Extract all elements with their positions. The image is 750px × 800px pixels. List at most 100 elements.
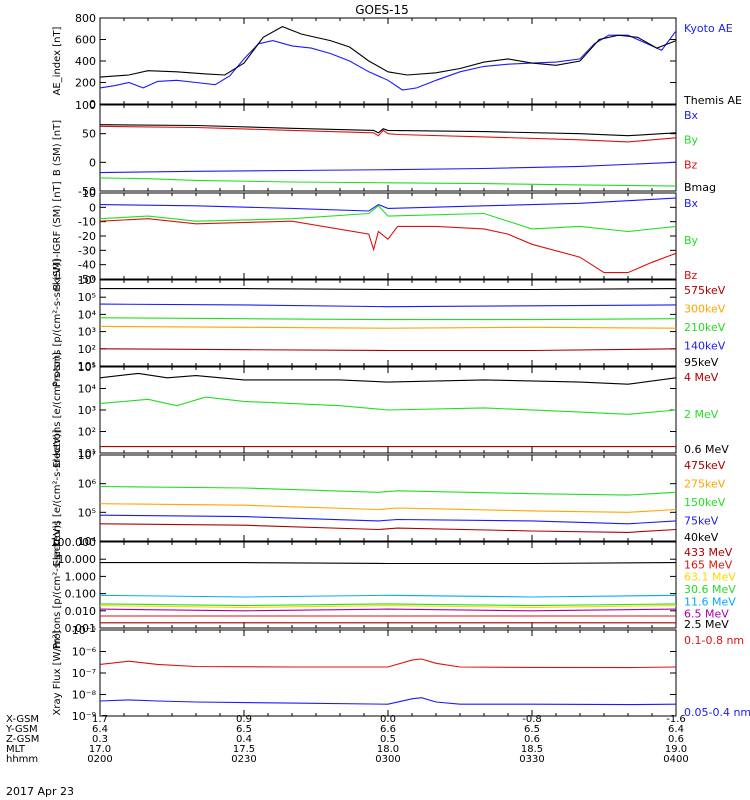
orbit-value: 0.9	[236, 714, 252, 725]
legend-label: 140keV	[684, 340, 726, 353]
orbit-value: 0.0	[380, 714, 396, 725]
orbit-value: 0300	[375, 754, 400, 765]
panel-6: 0.001 0.010 0.100 1.000 10.000 100.000Protons…	[51, 521, 737, 649]
y-tick-label: 0.010	[65, 605, 97, 618]
legend-label: 75keV	[684, 515, 719, 528]
y-tick-label: 0.001	[65, 622, 97, 635]
y-tick-label: 10⁻⁵	[72, 624, 96, 637]
y-tick-label: 0	[89, 156, 96, 169]
y-tick-label: 10⁶	[78, 274, 97, 287]
panel-frame	[99, 104, 677, 192]
y-tick-label: -50	[78, 185, 96, 198]
y-axis-label: B (SM) [nT]	[52, 120, 63, 176]
orbit-value: 0.6	[668, 734, 684, 745]
y-tick-label: 10⁶	[78, 478, 97, 491]
legend-label: 0.1-0.8 nm	[684, 634, 744, 647]
y-tick-label: 10³	[78, 326, 96, 339]
y-tick-label: 10⁵	[78, 361, 96, 374]
orbit-value: 6.5	[236, 724, 252, 735]
series-line	[99, 325, 677, 329]
orbit-value: 0.3	[92, 734, 108, 745]
y-axis-label: Protons [p/(cm²-s-sr-keV)]	[52, 521, 63, 649]
y-tick-label: -10	[78, 216, 96, 229]
series-line	[99, 697, 677, 706]
panel-frame	[99, 629, 677, 717]
y-tick-label: -20	[78, 230, 96, 243]
y-tick-label: 10	[82, 187, 96, 200]
legend-label: Bx	[684, 109, 699, 122]
orbit-value: 0330	[519, 754, 544, 765]
legend-label: 2.5 MeV	[684, 618, 729, 631]
series-line	[99, 594, 677, 598]
series-line	[99, 197, 677, 212]
orbit-value: 1.7	[92, 714, 108, 725]
legend-label: Bmag	[684, 181, 716, 194]
y-tick-label: 10²	[78, 343, 96, 356]
series-line	[99, 348, 677, 352]
legend-label: 30.6 MeV	[684, 583, 736, 596]
orbit-value: 6.6	[380, 724, 396, 735]
y-tick-label: 10⁻⁹	[72, 710, 96, 723]
series-line	[99, 608, 677, 612]
series-line	[99, 161, 677, 174]
y-tick-label: 100.000	[51, 536, 97, 549]
date-label: 2017 Apr 23	[6, 785, 74, 798]
y-tick-label: 200	[75, 77, 96, 90]
y-tick-label: 10⁵	[78, 506, 96, 519]
series-line	[99, 218, 677, 274]
legend-label: 300keV	[684, 303, 726, 316]
y-tick-label: 0	[89, 201, 96, 214]
y-tick-label: 50	[82, 128, 96, 141]
panels: 0 200 400 600 800 AE_index [nT] Kyoto AE Themis…	[51, 12, 750, 723]
legend-label: 63.1 MeV	[684, 571, 736, 584]
orbit-value: 6.4	[668, 724, 684, 735]
series-line	[99, 205, 677, 233]
y-tick-label: 0	[89, 98, 96, 111]
orbit-row-label: hhmm	[6, 754, 38, 765]
y-tick-label: 10⁻⁸	[72, 689, 97, 702]
orbit-value: 0.5	[380, 734, 396, 745]
series-line	[99, 603, 677, 607]
orbit-row-label: X-GSM	[6, 714, 39, 725]
y-tick-label: 400	[75, 55, 96, 68]
legend-label: Bz	[684, 158, 698, 171]
legend-label: 575keV	[684, 284, 726, 297]
legend-label: Kyoto AE	[684, 22, 733, 35]
orbit-value: 0.4	[236, 734, 252, 745]
legend-label: By	[684, 234, 699, 247]
orbit-table: X-GSMY-GSMZ-GSMMLThhmm1.76.40.317.002000…	[5, 714, 689, 765]
panel-frame	[99, 279, 677, 367]
y-tick-label: 100	[75, 99, 96, 112]
y-tick-label: 10⁴	[78, 535, 97, 548]
panel-5: 10⁴ 10⁵ 10⁶ 10⁷ Electrons [e/(cm²-s-sr-keV)]…	[52, 429, 726, 566]
panel-7: 10⁻⁹ 10⁻⁸ 10⁻⁷ 10⁻⁶ 10⁻⁵ Xray Flux [W/m²] 0.1-…	[52, 624, 750, 723]
series-line	[99, 303, 677, 308]
series-line	[99, 523, 677, 533]
y-tick-label: 10⁻⁶	[72, 646, 97, 659]
legend-label: 0.05-0.4 nm	[684, 706, 750, 719]
panel-0: 0 200 400 600 800 AE_index [nT] Kyoto AE Themis…	[52, 12, 742, 111]
orbit-value: 0200	[87, 754, 112, 765]
orbit-value: 0400	[663, 754, 688, 765]
orbit-value: 6.5	[524, 724, 540, 735]
orbit-value: 6.4	[92, 724, 108, 735]
y-tick-label: 0.100	[65, 588, 97, 601]
legend-label: 275keV	[684, 478, 726, 491]
series-line	[99, 503, 677, 513]
y-axis-label: Electrons [e/(cm²-s-sr-keV)]	[52, 429, 63, 566]
legend-label: Bx	[684, 197, 699, 210]
y-tick-label: 10¹	[78, 447, 96, 460]
orbit-value: 17.0	[89, 744, 111, 755]
orbit-row-label: MLT	[6, 744, 26, 755]
orbit-value: 0230	[231, 754, 256, 765]
y-tick-label: 800	[75, 12, 96, 25]
orbit-value: 19.0	[665, 744, 687, 755]
series-line	[99, 372, 677, 385]
y-tick-label: 10³	[78, 404, 96, 417]
orbit-value: 18.0	[377, 744, 399, 755]
panel-4: 10¹ 10² 10³ 10⁴ 10⁵ Electrons [e/(cm²-s-sr)] 4…	[52, 352, 729, 468]
series-line	[99, 124, 677, 137]
y-tick-label: 10⁴	[78, 308, 97, 321]
series-line	[99, 177, 677, 187]
